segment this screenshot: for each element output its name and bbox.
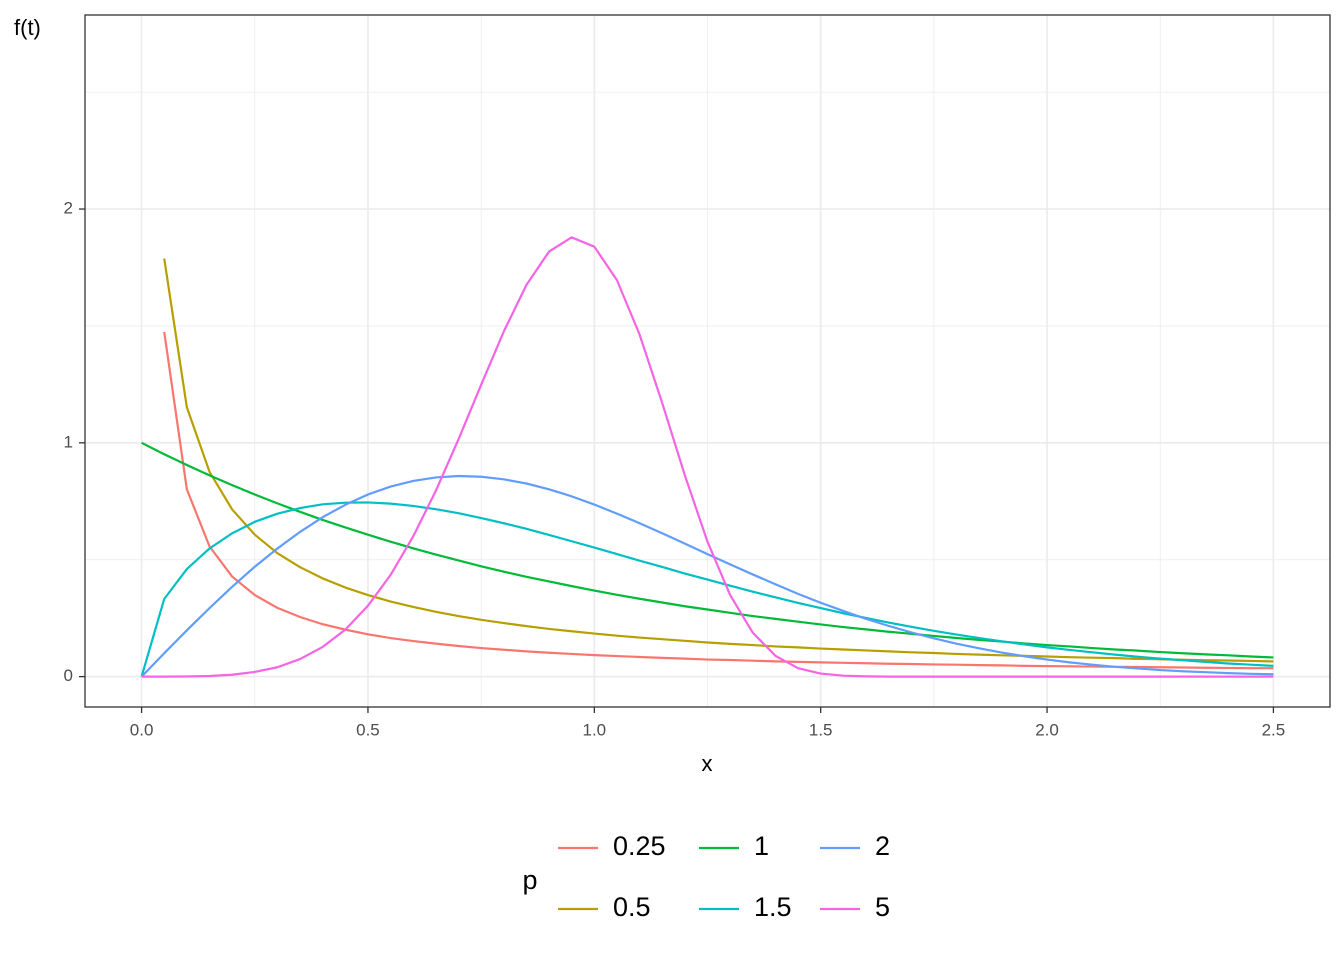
line-series — [140, 474, 1274, 678]
legend-label: 0.5 — [613, 892, 651, 922]
panel-border — [84, 14, 1331, 708]
legend: p 0.25 0.5 1 1.5 2 5 — [522, 831, 890, 922]
x-axis-title: x — [702, 751, 713, 776]
legend-label: 5 — [875, 892, 890, 922]
x-tick-label: 2.0 — [1035, 720, 1059, 739]
grid — [85, 15, 1330, 707]
y-tick-label: 2 — [64, 199, 73, 218]
y-axis-title: f(t) — [14, 15, 41, 40]
x-tick-label: 0.5 — [356, 720, 380, 739]
x-tick-label: 2.5 — [1262, 720, 1286, 739]
x-tick-label: 0.0 — [130, 720, 154, 739]
line-series — [163, 258, 1274, 663]
line-series — [141, 236, 1274, 678]
legend-label: 1.5 — [754, 892, 792, 922]
y-tick-label: 1 — [64, 432, 73, 451]
legend-title: p — [522, 865, 537, 895]
line-series — [163, 331, 1274, 670]
legend-label: 2 — [875, 831, 890, 861]
axes: 0.0 0.5 1.0 1.5 2.0 2.5 0 1 2 — [64, 199, 1286, 740]
line-series — [140, 501, 1274, 677]
legend-label: 1 — [754, 831, 769, 861]
legend-label: 0.25 — [613, 831, 666, 861]
y-tick-label: 0 — [64, 666, 73, 685]
x-tick-label: 1.5 — [809, 720, 833, 739]
line-series — [141, 441, 1274, 659]
x-tick-label: 1.0 — [582, 720, 606, 739]
lines — [140, 236, 1274, 678]
